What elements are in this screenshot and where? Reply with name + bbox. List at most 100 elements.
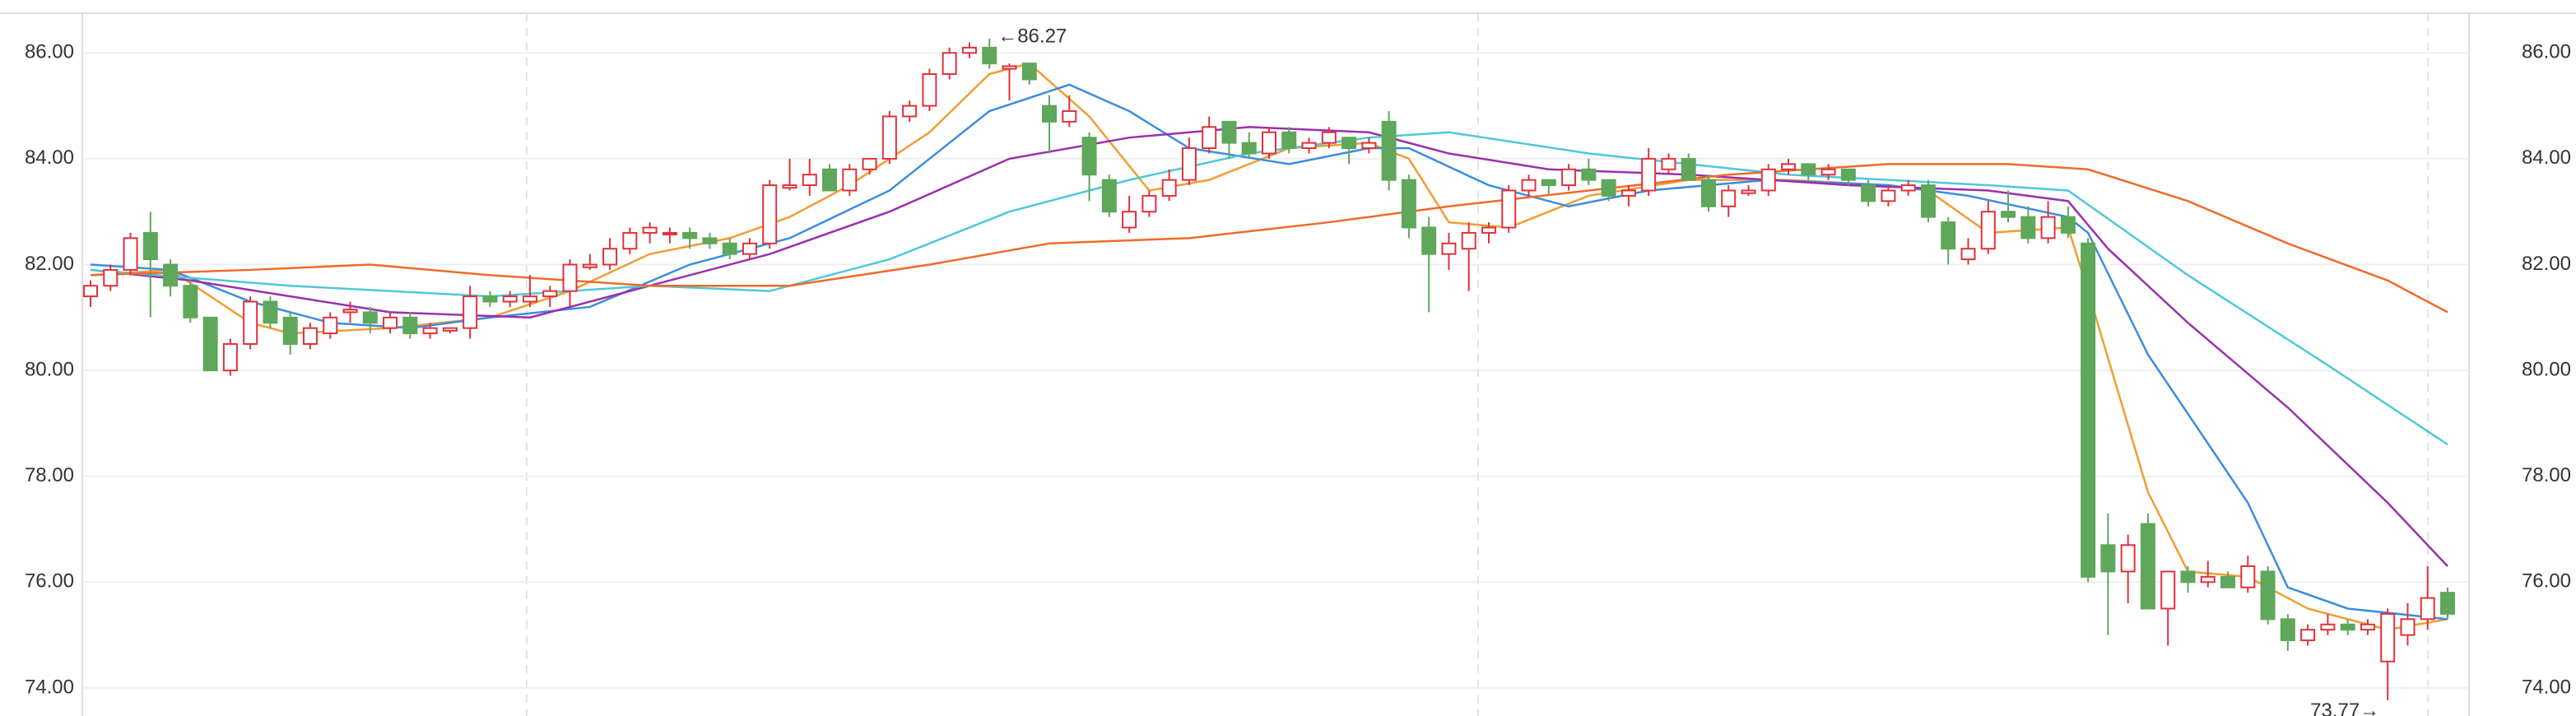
candle-body — [2100, 544, 2116, 573]
candle-body — [1501, 189, 1517, 229]
candle-body — [1641, 157, 1657, 192]
candle-body — [742, 242, 757, 255]
y-tick-label-right: 82.00 — [2522, 253, 2571, 275]
candle-body — [1142, 194, 1157, 213]
annotation: ←86.27 — [997, 25, 1067, 47]
candle-body — [1781, 163, 1797, 170]
y-tick-label: 86.00 — [25, 41, 74, 63]
candle-body — [842, 168, 858, 192]
candle-body — [1321, 131, 1337, 144]
candle-body — [822, 168, 838, 192]
candle-body — [1281, 131, 1297, 150]
candle-body — [2440, 592, 2455, 615]
candle-body — [1980, 211, 1996, 250]
y-tick-label-right: 86.00 — [2522, 41, 2571, 63]
candle-body — [1202, 126, 1217, 150]
candle-body — [1101, 179, 1117, 213]
candle-body — [163, 263, 179, 287]
candle-body — [562, 263, 578, 292]
candle-body — [1920, 184, 1936, 218]
candle-body — [902, 105, 918, 118]
candle-body — [243, 300, 258, 345]
candle-body — [1721, 189, 1737, 207]
candle-body — [1801, 163, 1816, 176]
candle-body — [1561, 168, 1577, 187]
candle-body — [1301, 142, 1317, 150]
candle-body — [602, 248, 618, 266]
candle-body — [1581, 168, 1597, 181]
candle-body — [942, 52, 957, 76]
candle-body — [2040, 216, 2056, 239]
y-tick-label-right: 76.00 — [2522, 570, 2571, 593]
candle-body — [682, 231, 698, 239]
candle-body — [342, 309, 358, 314]
candle-body — [1960, 248, 1976, 261]
candle-body — [1760, 168, 1776, 192]
candle-body — [2081, 242, 2096, 578]
candle-body — [402, 316, 418, 335]
candle-body — [1161, 179, 1177, 197]
annotation: 73.77→ — [2310, 700, 2379, 716]
candle-body — [522, 295, 537, 303]
candle-body — [2240, 565, 2256, 588]
candle-body — [722, 242, 737, 255]
candle-body — [442, 327, 458, 332]
candle-body — [1840, 168, 1856, 181]
y-tick-label-right: 84.00 — [2522, 146, 2571, 169]
candle-body — [1002, 65, 1017, 70]
y-tick-label: 80.00 — [25, 358, 74, 380]
candle-body — [1341, 137, 1357, 150]
candle-body — [1441, 242, 1457, 255]
candle-body — [1401, 179, 1416, 229]
candle-body — [1481, 226, 1496, 234]
y-tick-label: 78.00 — [25, 464, 74, 486]
candle-body — [142, 231, 158, 261]
candle-body — [702, 237, 718, 244]
candle-body — [323, 316, 338, 335]
candle-body — [1900, 184, 1916, 192]
y-tick-label-right: 78.00 — [2522, 464, 2571, 486]
candle-body — [482, 295, 498, 303]
candle-body — [1681, 157, 1696, 181]
candle-body — [1221, 120, 1237, 144]
candle-body — [1601, 179, 1616, 197]
candle-body — [1881, 189, 1896, 202]
candle-body — [1521, 179, 1537, 192]
candle-body — [1042, 105, 1058, 123]
candle-body — [263, 300, 278, 324]
candle-body — [1421, 226, 1437, 255]
candle-body — [2420, 597, 2435, 621]
candle-body — [422, 327, 438, 335]
candle-body — [762, 184, 778, 244]
candle-body — [383, 316, 398, 329]
candle-body — [2380, 612, 2396, 663]
candle-body — [802, 174, 817, 187]
candle-body — [1241, 142, 1257, 155]
candle-body — [123, 237, 138, 271]
candle-body — [1620, 189, 1636, 197]
candle-body — [2360, 623, 2375, 631]
candle-body — [2400, 618, 2416, 636]
candle-body — [1181, 147, 1197, 181]
candle-body — [1081, 137, 1097, 176]
candle-body — [1541, 179, 1556, 187]
candle-body — [982, 46, 997, 65]
candle-body — [2340, 623, 2355, 631]
ma-line — [90, 163, 2448, 314]
candle-body — [1122, 211, 1137, 229]
candle-body — [282, 316, 298, 345]
candle-body — [642, 226, 658, 234]
candle-body — [1820, 168, 1836, 176]
y-tick-label: 84.00 — [25, 146, 74, 169]
candle-body — [2320, 623, 2336, 631]
candle-body — [463, 295, 478, 329]
candle-body — [2060, 216, 2076, 234]
candle-body — [1262, 131, 1276, 155]
candle-body — [83, 285, 98, 298]
candle-body — [302, 327, 318, 345]
candle-body — [502, 295, 518, 303]
candle-body — [362, 311, 378, 324]
candle-body — [2180, 570, 2196, 583]
y-tick-label: 74.00 — [25, 676, 74, 698]
